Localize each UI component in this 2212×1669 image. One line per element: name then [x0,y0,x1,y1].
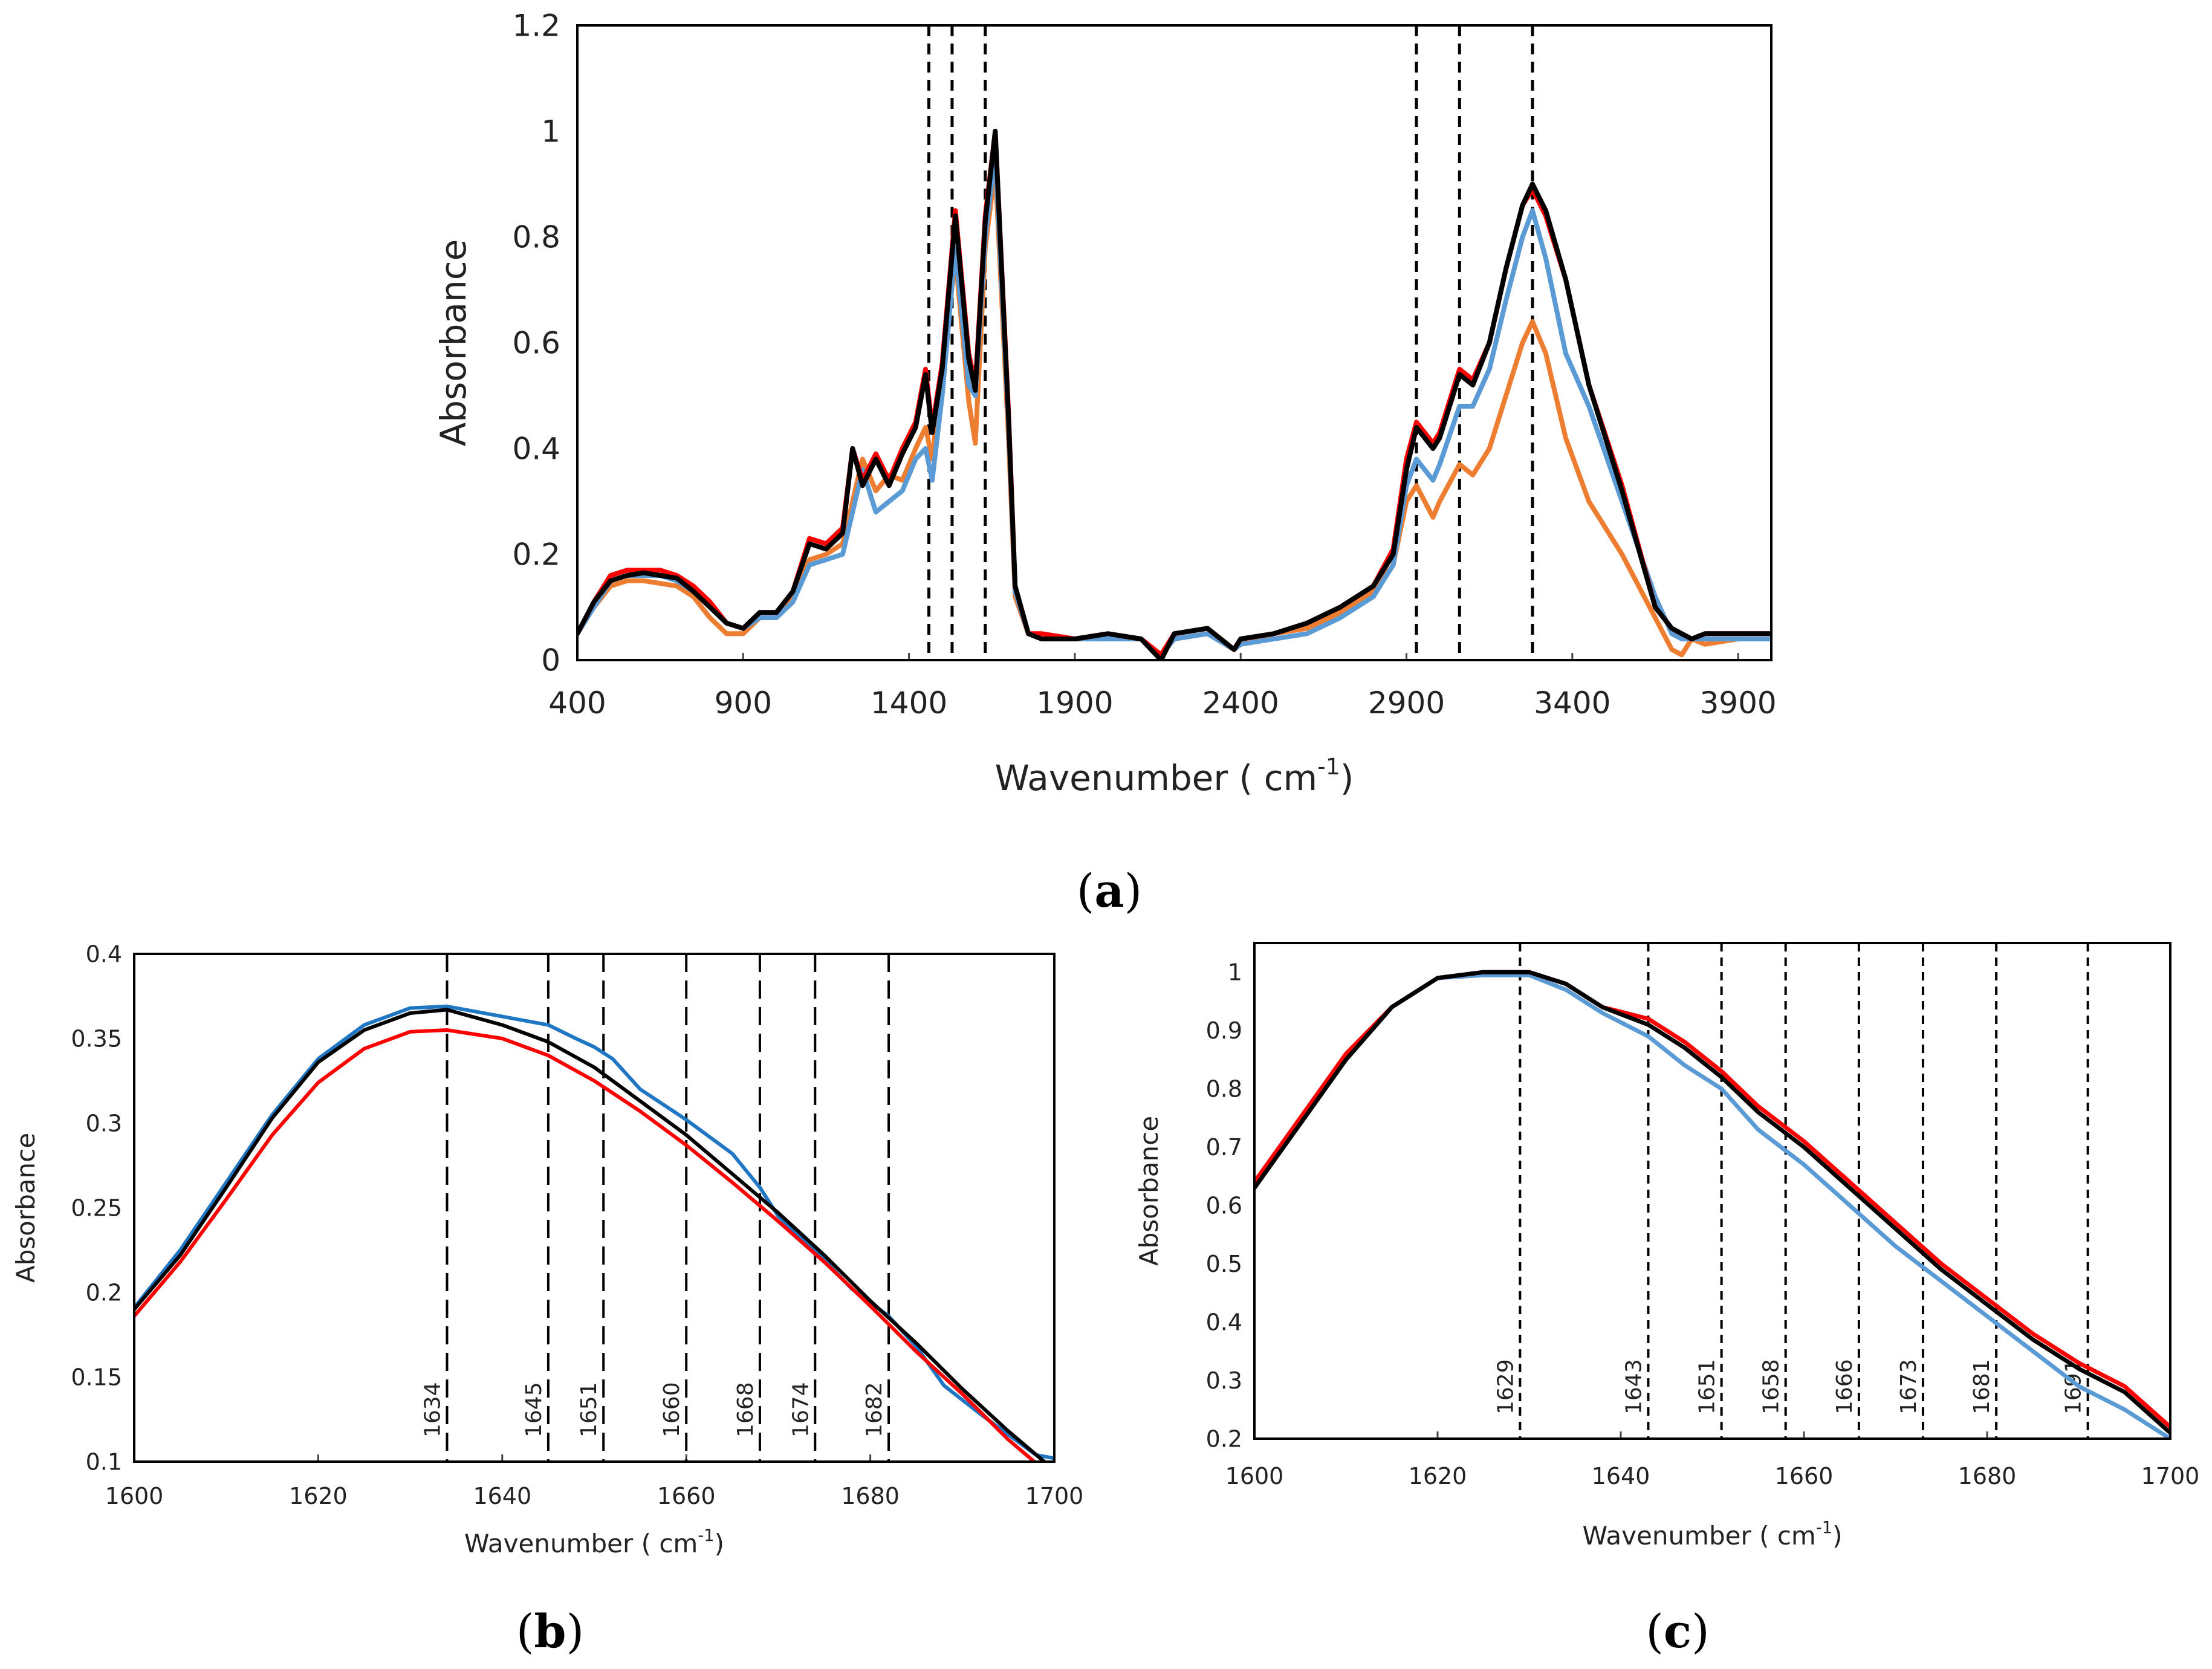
reference-line-label: 1666 [1832,1359,1857,1415]
series-line [134,1008,1048,1462]
reference-line-label: 1674 [788,1382,813,1437]
reference-line-label: 1634 [420,1382,445,1437]
series-line [134,1004,1054,1460]
series-line [1254,970,2170,1435]
series-line [1254,970,2170,1430]
plot-frame [1253,942,2171,1440]
reference-line-label: 1645 [522,1382,547,1437]
x-axis-label: Wavenumber ( cm-1) [995,753,1354,799]
series-group [1254,970,2170,1439]
y-tick-label: 0 [541,643,560,678]
x-tick-label: 2900 [1368,685,1445,721]
panel-caption: (a) [1077,864,1143,918]
series-group [577,129,1771,660]
reference-line-label: 1651 [1695,1359,1720,1415]
x-tick-label: 1620 [289,1483,348,1509]
y-tick-label: 0.4 [1206,1309,1242,1335]
y-tick-label: 0.25 [71,1194,122,1221]
y-tick-label: 0.6 [1206,1192,1242,1219]
series-line [134,1028,1037,1462]
reference-line-label: 1660 [660,1382,684,1437]
panel-caption: (c) [1646,1604,1710,1658]
y-tick-label: 0.8 [512,220,560,255]
reference-line-label: 1673 [1896,1359,1921,1415]
chart-panel-c: 1600 1620 1640 1660 1680 1700 0.2 0.3 0.4 0.5 0.6 0… [1134,942,2200,1658]
reference-line-label: 1658 [1759,1359,1784,1415]
x-tick-label: 1640 [1592,1463,1650,1489]
x-tick-label: 1900 [1036,685,1113,721]
reference-line-label: 1643 [1621,1359,1646,1415]
x-tick-label: 1660 [657,1483,716,1509]
reference-line-label: 1668 [733,1382,758,1437]
x-tick-label: 3900 [1700,685,1777,721]
series-group [134,1004,1054,1462]
y-tick-label: 0.7 [1206,1134,1242,1161]
reference-line-label: 1629 [1493,1359,1518,1415]
y-tick-label: 0.8 [1206,1075,1242,1102]
x-tick-label: 400 [548,685,606,721]
x-tick-label: 1680 [1958,1463,2017,1489]
y-tick-label: 1.2 [512,8,560,44]
x-tick-label: 1700 [1025,1483,1084,1509]
x-tick-label: 1700 [2141,1463,2200,1489]
y-tick-label: 0.35 [71,1025,122,1052]
y-tick-label: 0.1 [86,1448,122,1475]
x-tick-label: 1600 [105,1483,164,1509]
x-axis-label: Wavenumber ( cm-1) [1583,1518,1843,1551]
x-tick-label: 900 [715,685,772,721]
y-tick-label: 1 [541,114,560,149]
chart-panel-a: 400 900 1400 1900 2400 2900 3400 3900 0 0.2 0.4 0.6… [433,8,1777,918]
panel-caption: (b) [516,1604,584,1658]
y-tick-label: 0.2 [512,537,560,572]
reference-line-label: 1681 [1970,1359,1994,1415]
x-tick-label: 2400 [1202,685,1279,721]
y-axis-label: Absorbance [433,239,474,447]
x-tick-label: 1600 [1225,1463,1284,1489]
y-tick-label: 0.4 [512,432,560,467]
y-axis-label: Absorbance [1134,1116,1164,1266]
y-tick-label: 1 [1228,959,1242,986]
x-axis-label: Wavenumber ( cm-1) [464,1526,724,1558]
series-line [577,129,1771,660]
y-tick-label: 0.6 [512,326,560,361]
y-tick-label: 0.2 [86,1279,122,1306]
y-tick-label: 0.9 [1206,1017,1242,1044]
x-tick-label: 1640 [473,1483,531,1509]
reference-line-label: 1651 [577,1382,602,1437]
y-tick-label: 0.5 [1206,1251,1242,1277]
x-tick-label: 3400 [1534,685,1610,721]
y-tick-label: 0.15 [71,1364,122,1390]
reference-line-label: 1682 [862,1382,887,1437]
plot-frame [133,953,1056,1463]
y-tick-label: 0.4 [86,941,122,967]
plot-frame [576,24,1773,661]
x-tick-label: 1620 [1409,1463,1467,1489]
chart-panel-b: 1600 1620 1640 1660 1680 1700 0.1 0.15 0.2 0.25 0.… [11,941,1083,1658]
x-tick-label: 1400 [871,685,947,721]
y-tick-label: 0.2 [1206,1425,1242,1452]
y-axis-label: Absorbance [11,1133,41,1283]
x-tick-label: 1680 [841,1483,900,1509]
y-tick-label: 0.3 [86,1110,122,1136]
y-tick-label: 0.3 [1206,1367,1242,1394]
x-tick-label: 1660 [1775,1463,1834,1489]
